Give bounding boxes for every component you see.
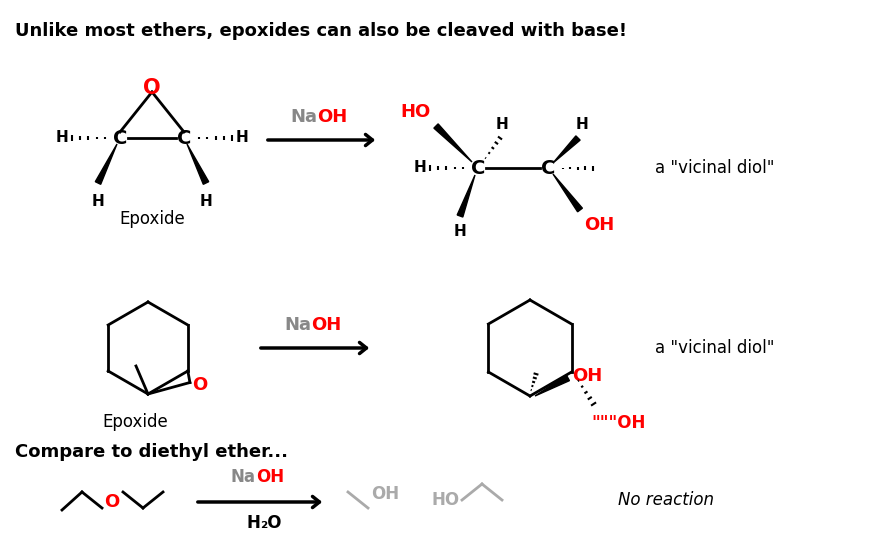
Text: C: C bbox=[540, 158, 555, 177]
Polygon shape bbox=[187, 144, 208, 184]
Text: H: H bbox=[200, 194, 212, 209]
Text: C: C bbox=[470, 158, 485, 177]
Polygon shape bbox=[553, 136, 580, 163]
Text: H: H bbox=[55, 131, 68, 145]
Polygon shape bbox=[95, 144, 117, 184]
Text: HO: HO bbox=[432, 491, 460, 509]
Polygon shape bbox=[535, 376, 569, 396]
Text: Compare to diethyl ether...: Compare to diethyl ether... bbox=[15, 443, 288, 461]
Text: Unlike most ethers, epoxides can also be cleaved with base!: Unlike most ethers, epoxides can also be… bbox=[15, 22, 627, 40]
Text: """OH: """OH bbox=[591, 414, 646, 432]
Text: H: H bbox=[496, 117, 508, 132]
Text: HO: HO bbox=[400, 103, 431, 121]
Text: a "vicinal diol": a "vicinal diol" bbox=[655, 159, 774, 177]
Text: OH: OH bbox=[317, 108, 348, 126]
Text: OH: OH bbox=[311, 316, 342, 334]
Text: Na: Na bbox=[284, 316, 311, 334]
Text: Na: Na bbox=[231, 468, 256, 486]
Text: Epoxide: Epoxide bbox=[102, 413, 168, 431]
Text: a "vicinal diol": a "vicinal diol" bbox=[655, 339, 774, 357]
Polygon shape bbox=[553, 174, 583, 212]
Polygon shape bbox=[434, 124, 472, 162]
Text: C: C bbox=[177, 128, 191, 147]
Text: Epoxide: Epoxide bbox=[119, 210, 185, 228]
Text: OH: OH bbox=[371, 485, 399, 503]
Text: O: O bbox=[192, 377, 207, 395]
Text: OH: OH bbox=[256, 468, 284, 486]
Text: H: H bbox=[236, 131, 249, 145]
Text: OH: OH bbox=[572, 367, 603, 385]
Text: O: O bbox=[104, 493, 120, 511]
Text: No reaction: No reaction bbox=[618, 491, 714, 509]
Text: ₂O: ₂O bbox=[260, 514, 281, 532]
Text: Na: Na bbox=[291, 108, 317, 126]
Text: C: C bbox=[113, 128, 127, 147]
Text: H: H bbox=[576, 117, 589, 132]
Text: O: O bbox=[143, 78, 161, 98]
Text: H: H bbox=[246, 514, 260, 532]
Text: H: H bbox=[92, 194, 104, 209]
Polygon shape bbox=[457, 175, 475, 217]
Text: OH: OH bbox=[584, 216, 614, 234]
Text: H: H bbox=[413, 160, 426, 176]
Text: H: H bbox=[454, 224, 466, 239]
